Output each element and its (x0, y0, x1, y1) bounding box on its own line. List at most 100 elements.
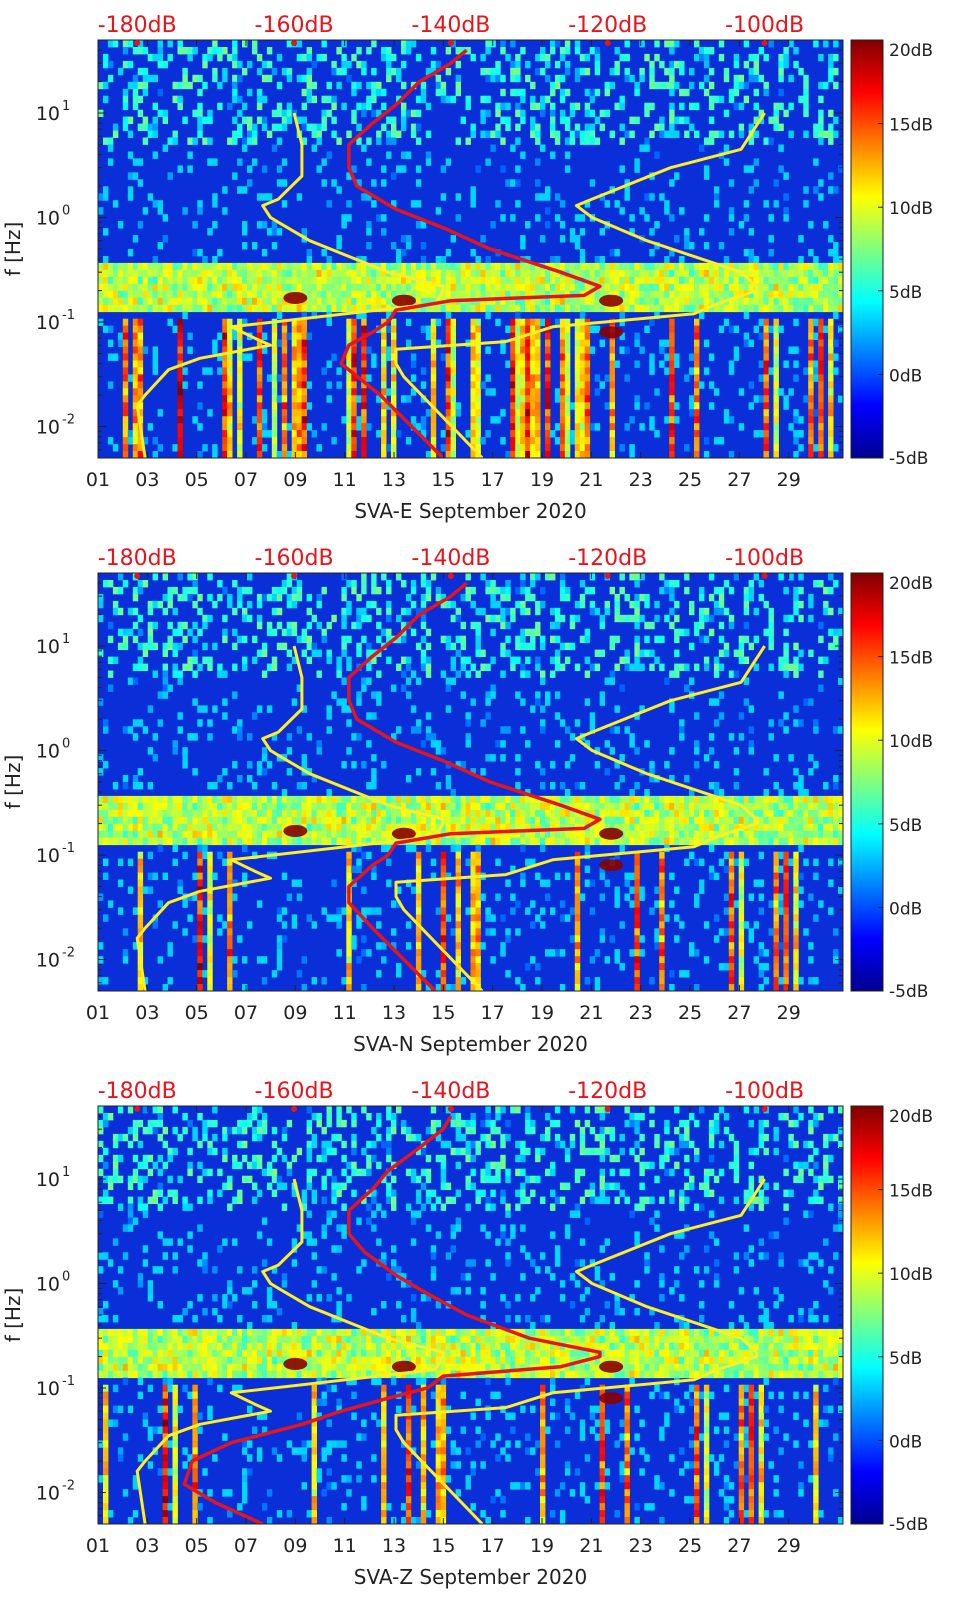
x-tick-label: 09 (283, 1535, 307, 1557)
storm-spot (599, 326, 624, 339)
x-tick-label: 19 (530, 1535, 554, 1557)
y-tick-exponent: 0 (62, 204, 70, 219)
y-tick-label: 10 (36, 312, 60, 334)
x-tick-label: 13 (382, 1002, 406, 1024)
x-tick-label: 03 (135, 469, 159, 491)
heatmap-image (98, 573, 843, 991)
top-db-marker (604, 40, 611, 46)
top-db-label: -140dB (411, 13, 490, 38)
top-db-marker (291, 573, 298, 579)
y-tick-label: 10 (36, 1483, 60, 1505)
top-db-marker (604, 1106, 611, 1112)
x-tick-label: 23 (629, 1535, 653, 1557)
top-db-marker (291, 1106, 298, 1112)
y-axis-label: f [Hz] (1, 222, 25, 277)
y-tick-label: 10 (36, 636, 60, 658)
storm-spot (283, 1357, 308, 1370)
x-tick-label: 07 (234, 469, 258, 491)
x-tick-label: 27 (727, 469, 751, 491)
colorbar-tick-label: 10dB (889, 732, 933, 752)
storm-spot (599, 859, 624, 872)
y-tick-exponent: -1 (62, 841, 75, 856)
top-db-label: -100dB (725, 1079, 804, 1104)
x-tick-label: 07 (234, 1002, 258, 1024)
noise-model-curve (394, 112, 766, 458)
y-tick-label: 10 (36, 845, 60, 867)
x-tick-label: 15 (431, 1002, 455, 1024)
top-db-marker (447, 573, 454, 579)
x-tick-label: 25 (678, 1535, 702, 1557)
top-db-label: -100dB (725, 13, 804, 38)
colorbar-tick-label: 20dB (889, 1107, 933, 1127)
colorbar (850, 1105, 884, 1525)
x-tick-label: 03 (135, 1002, 159, 1024)
storm-spot (599, 827, 624, 840)
x-tick-label: 21 (579, 1002, 603, 1024)
top-db-label: -160dB (255, 1079, 334, 1104)
x-tick-label: 25 (678, 469, 702, 491)
top-db-marker (761, 573, 768, 579)
x-tick-label: 29 (777, 469, 801, 491)
x-tick-label: 07 (234, 1535, 258, 1557)
spectrum-curve (182, 1115, 602, 1524)
colorbar-tick-label: 15dB (889, 1182, 933, 1202)
colorbar-tick-label: 10dB (889, 1265, 933, 1285)
x-tick-label: 05 (185, 469, 209, 491)
top-db-marker (134, 40, 141, 46)
top-db-marker (604, 573, 611, 579)
x-tick-label: 09 (283, 469, 307, 491)
top-db-label: -160dB (255, 546, 334, 571)
top-db-marker (134, 1106, 141, 1112)
top-db-marker (291, 40, 298, 46)
top-db-marker (761, 40, 768, 46)
colorbar-tick-label: 10dB (889, 199, 933, 219)
heatmap-image (98, 40, 843, 458)
x-tick-label: 21 (579, 1535, 603, 1557)
storm-spot (391, 1360, 416, 1373)
storm-spot (391, 827, 416, 840)
x-tick-label: 23 (629, 469, 653, 491)
x-tick-label: 27 (727, 1002, 751, 1024)
noise-model-curve (135, 645, 445, 991)
y-tick-exponent: -2 (62, 1479, 75, 1494)
y-tick-label: 10 (36, 1378, 60, 1400)
colorbar-tick-label: 5dB (889, 816, 922, 836)
top-db-label: -100dB (725, 546, 804, 571)
colorbar (850, 39, 884, 459)
y-tick-exponent: -2 (62, 413, 75, 428)
top-db-marker (447, 40, 454, 46)
storm-spot (283, 291, 308, 304)
top-db-label: -120dB (568, 546, 647, 571)
y-tick-label: 10 (36, 208, 60, 230)
x-axis-label: SVA-Z September 2020 (354, 1565, 587, 1589)
y-axis-label: f [Hz] (1, 1288, 25, 1343)
colorbar-tick-label: 20dB (889, 574, 933, 594)
top-db-label: -120dB (568, 1079, 647, 1104)
x-tick-label: 05 (185, 1535, 209, 1557)
y-tick-label: 10 (36, 417, 60, 439)
y-tick-label: 10 (36, 950, 60, 972)
colorbar-tick-label: 0dB (889, 1432, 922, 1452)
y-axis-label: f [Hz] (1, 755, 25, 810)
x-tick-label: 01 (86, 1002, 110, 1024)
colorbar-tick-label: 15dB (889, 116, 933, 136)
x-tick-label: 15 (431, 469, 455, 491)
x-tick-label: 01 (86, 469, 110, 491)
colorbar-tick-label: -5dB (889, 1515, 928, 1535)
colorbar-tick-label: 15dB (889, 649, 933, 669)
colorbar-tick-label: 20dB (889, 41, 933, 61)
spectrum-curve (339, 48, 602, 458)
top-db-label: -180dB (98, 13, 177, 38)
x-tick-label: 09 (283, 1002, 307, 1024)
x-tick-label: 01 (86, 1535, 110, 1557)
storm-spot (599, 1360, 624, 1373)
top-db-label: -140dB (411, 546, 490, 571)
y-tick-label: 10 (36, 1274, 60, 1296)
y-tick-exponent: -1 (62, 308, 75, 323)
storm-spot (599, 1392, 624, 1405)
x-tick-label: 29 (777, 1002, 801, 1024)
colorbar-tick-label: 5dB (889, 283, 922, 303)
